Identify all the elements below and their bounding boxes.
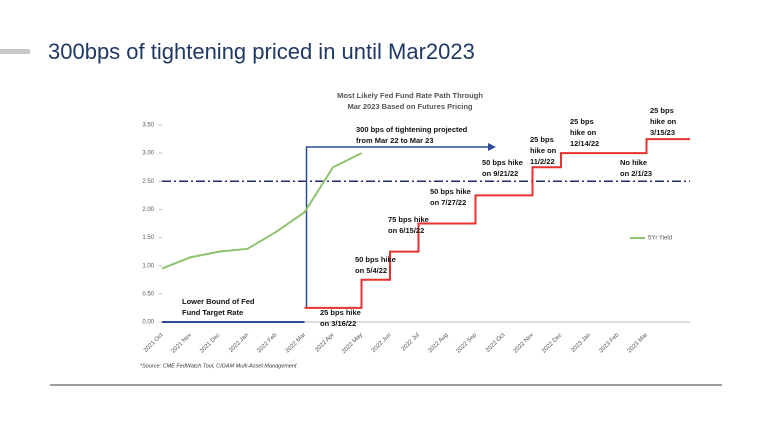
annotation: 12/14/22 [570,139,599,148]
projection-arrow [305,146,488,308]
annotation: No hike [620,158,647,167]
chart-title: Mar 2023 Based on Futures Pricing [347,102,472,111]
chart-title: Most Likely Fed Fund Rate Path Through [337,91,483,100]
annotation: on 7/27/22 [430,198,466,207]
annotation: 50 bps hike [482,158,523,167]
y-tick-label: 2.00 [142,207,154,213]
annotation: on 5/4/22 [355,266,387,275]
x-tick-label: 2022 Aug [427,332,449,354]
x-tick-label: 2022 Nov [513,332,535,354]
annotation: 25 bps [650,106,674,115]
y-tick-label: 0.00 [142,320,154,326]
x-tick-label: 2023 Mar [627,332,649,354]
x-tick-label: 2022 Sep [456,332,479,355]
y-tick-label: 1.50 [142,235,154,241]
annotation: 300 bps of tightening projected [356,125,468,134]
x-tick-label: 2022 Oct [485,332,507,354]
annotation: hike on [530,146,557,155]
annotation: 50 bps hike [430,187,471,196]
x-tick-label: 2021 Dec [199,332,221,354]
x-tick-label: 2022 Jan [228,332,250,354]
x-tick-label: 2022 Jun [371,332,393,354]
x-tick-label: 2021 Nov [171,332,193,354]
y-tick-label: 3.00 [142,151,154,157]
x-tick-label: 2022 Mar [285,332,307,354]
annotation: 11/2/22 [530,157,555,166]
annotation: 50 bps hike [355,255,396,264]
annotation: Lower Bound of Fed [182,297,255,306]
x-tick-label: 2022 Dec [541,332,563,354]
annotation: on 2/1/23 [620,169,652,178]
y-tick-label: 2.50 [142,179,154,185]
annotation: hike on [570,128,597,137]
annotation: on 9/21/22 [482,169,518,178]
annotation: hike on [650,117,677,126]
legend-label: 5Yr Yield [648,236,672,242]
annotation: on 3/16/22 [320,319,356,328]
chart: Most Likely Fed Fund Rate Path Through Ma… [140,91,690,369]
x-tick-label: 2022 Apr [314,332,335,353]
annotation: 25 bps hike [320,308,361,317]
slide-title: 300bps of tightening priced in until Mar… [48,39,475,64]
annotation: on 6/15/22 [388,226,424,235]
arrow-head [488,143,496,151]
x-tick-label: 2022 Jul [401,332,421,352]
annotation: Fund Target Rate [182,308,243,317]
x-tick-label: 2023 Jan [570,332,592,354]
yield-line [161,152,362,270]
title-accent [0,49,30,54]
x-tick-label: 2023 Feb [598,332,621,355]
y-tick-label: 1.00 [142,263,154,269]
y-tick-label: 3.50 [142,123,154,129]
annotation: from Mar 22 to Mar 23 [356,136,434,145]
x-tick-label: 2022 Feb [256,332,279,355]
source-note: *Source: CME FedWatch Tool, CIGAM Multi-… [140,363,297,369]
annotation: 25 bps [530,135,554,144]
x-tick-label: 2022 May [341,332,364,355]
annotation: 75 bps hike [388,215,429,224]
x-tick-label: 2021 Oct [143,332,165,354]
annotation: 3/15/23 [650,128,675,137]
y-tick-label: 0.50 [142,291,154,297]
rate-path [304,138,690,309]
annotation: 25 bps [570,117,594,126]
